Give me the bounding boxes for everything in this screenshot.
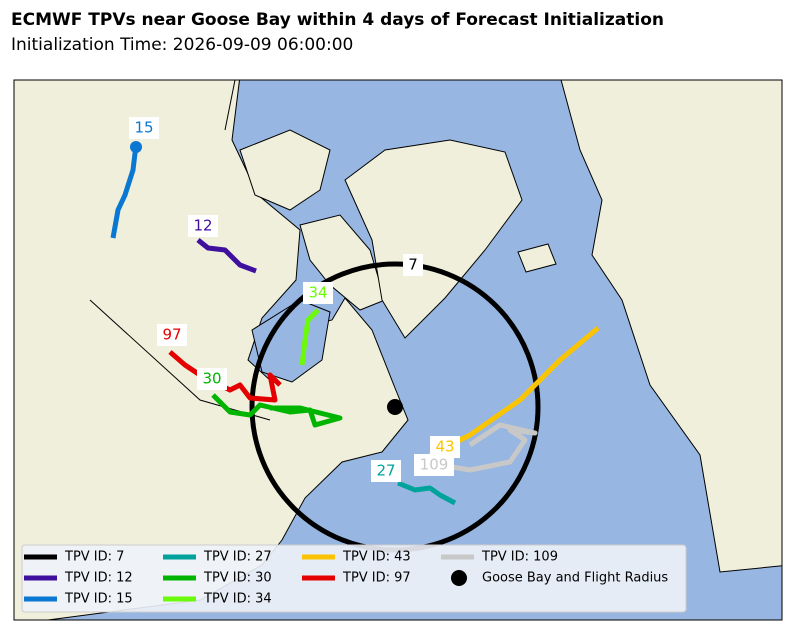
eurasia xyxy=(560,80,782,573)
label-box xyxy=(188,215,218,237)
track xyxy=(397,480,457,506)
track-label: 109 xyxy=(420,456,449,474)
track-label: 34 xyxy=(308,284,327,302)
map-frame xyxy=(13,79,783,621)
track-label: 12 xyxy=(193,217,212,235)
baffin-island xyxy=(299,214,386,311)
legend-marker xyxy=(451,570,467,586)
label-box xyxy=(197,368,227,390)
label-box xyxy=(157,324,187,346)
track-label: 97 xyxy=(162,326,181,344)
label-box xyxy=(430,436,460,458)
legend-label: TPV ID: 97 xyxy=(342,571,411,586)
label-box xyxy=(414,454,454,476)
goose-bay xyxy=(387,399,403,415)
legend-label: TPV ID: 12 xyxy=(64,571,133,586)
map xyxy=(14,80,782,620)
track-start xyxy=(130,141,142,153)
track-label: 27 xyxy=(376,462,395,480)
border xyxy=(224,80,236,131)
arctic-islands xyxy=(239,129,331,211)
legend-label: TPV ID: 109 xyxy=(481,550,558,565)
subtitle: Initialization Time: 2026-09-09 06:00:00 xyxy=(11,35,353,55)
legend-label: TPV ID: 15 xyxy=(64,592,133,607)
legend-label: TPV ID: 30 xyxy=(203,571,272,586)
legend-label: TPV ID: 27 xyxy=(203,550,272,565)
track xyxy=(168,350,282,403)
label-box xyxy=(371,460,401,482)
track-label: 7 xyxy=(408,256,418,274)
label-box xyxy=(303,282,333,304)
track-label: 43 xyxy=(435,438,454,456)
track-label: 30 xyxy=(202,370,221,388)
label-box xyxy=(403,254,423,276)
track-label: 15 xyxy=(134,119,153,137)
track xyxy=(439,422,538,473)
legend-items: TPV ID: 7 TPV ID: 12 TPV ID: 15 TPV ID: 27 T… xyxy=(24,550,668,607)
track xyxy=(196,238,257,274)
legend-label: TPV ID: 34 xyxy=(203,592,272,607)
title: ECMWF TPVs near Goose Bay within 4 days … xyxy=(11,10,664,30)
label-box xyxy=(129,117,159,139)
greenland xyxy=(344,139,523,339)
legend-label: Goose Bay and Flight Radius xyxy=(482,571,668,586)
legend-label: TPV ID: 7 xyxy=(64,550,124,565)
legend xyxy=(21,544,687,613)
track xyxy=(299,308,320,366)
track xyxy=(211,393,343,428)
iceland xyxy=(517,243,557,273)
track xyxy=(110,144,139,239)
legend-label: TPV ID: 43 xyxy=(342,550,411,565)
